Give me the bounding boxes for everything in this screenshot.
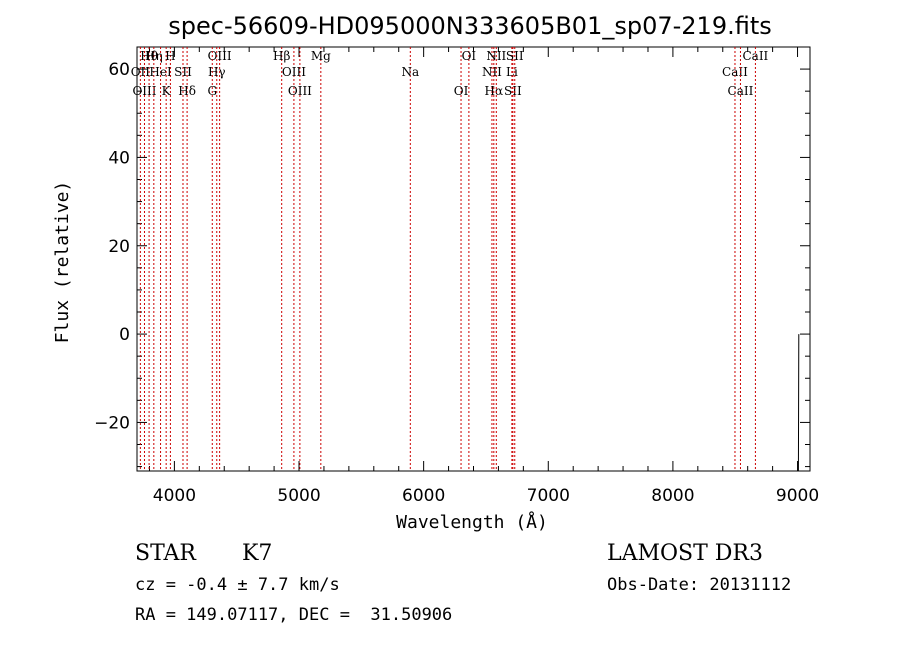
line-marker-label: OI <box>454 84 469 98</box>
chart-title: spec-56609-HD095000N333605B01_sp07-219.f… <box>168 12 772 40</box>
line-marker-label: G <box>207 84 217 98</box>
survey-label: LAMOST DR3 <box>607 541 763 566</box>
line-marker-label: Hα <box>485 84 504 98</box>
x-tick-label: 4000 <box>153 486 196 506</box>
star-subclass: K7 <box>242 541 272 566</box>
line-marker-label: SII <box>504 84 522 98</box>
plot-frame <box>136 46 811 472</box>
line-marker-label: NII <box>486 49 506 63</box>
line-marker-label: SII <box>506 49 524 63</box>
x-tick-label: 5000 <box>277 486 320 506</box>
y-tick-label: 0 <box>119 325 130 345</box>
x-tick-label: 6000 <box>402 486 445 506</box>
line-marker-label: OIII <box>288 84 312 98</box>
line-markers: HθOIIOIIIHηHeIKHSIIHδOIIIHγGHβOIIIOIIIMg… <box>131 47 769 471</box>
line-marker-label: SII <box>174 65 192 79</box>
line-marker-label: Mg <box>311 49 331 63</box>
line-marker-label: HeI <box>149 65 172 79</box>
y-tick-label: −20 <box>94 413 130 433</box>
line-marker-label: OIII <box>282 65 306 79</box>
line-marker-label: Li <box>506 65 518 79</box>
x-tick-label: 9000 <box>776 486 819 506</box>
line-marker-label: Hη <box>145 49 163 63</box>
line-marker-label: CaII <box>742 49 768 63</box>
line-marker-label: OI <box>462 49 477 63</box>
redshift-text: cz = -0.4 ± 7.7 km/s <box>135 575 340 595</box>
line-marker-label: K <box>162 84 172 98</box>
coordinates: RA = 149.07117, DEC = 31.50906 <box>135 605 452 625</box>
y-tick-label: 40 <box>108 148 130 168</box>
plot-axes: 4000 5000 6000 7000 8000 9000 −20 0 20 40 60 <box>94 46 819 506</box>
line-marker-label: CaII <box>728 84 754 98</box>
line-marker-label: Na <box>401 65 419 79</box>
obs-date: Obs-Date: 20131112 <box>607 575 791 595</box>
x-axis-label: Wavelength (Å) <box>396 511 548 533</box>
line-marker-label: NII <box>482 65 502 79</box>
line-marker-label: Hβ <box>273 49 290 63</box>
line-marker-label: Hγ <box>208 65 226 79</box>
spectrum-line <box>137 334 800 472</box>
line-marker-label: OII <box>131 65 151 79</box>
line-marker-label: CaII <box>722 65 748 79</box>
line-marker-label: Hδ <box>178 84 196 98</box>
y-tick-label: 20 <box>108 237 130 257</box>
x-tick-label: 7000 <box>527 486 570 506</box>
y-axis-label: Flux (relative) <box>52 181 73 344</box>
x-tick-label: 8000 <box>651 486 694 506</box>
star-class: STAR <box>135 541 197 566</box>
y-tick-label: 60 <box>108 60 130 80</box>
spectrum-series <box>137 334 800 472</box>
line-marker-label: OIII <box>208 49 232 63</box>
line-marker-label: OIII <box>132 84 156 98</box>
line-marker-label: H <box>165 49 175 63</box>
